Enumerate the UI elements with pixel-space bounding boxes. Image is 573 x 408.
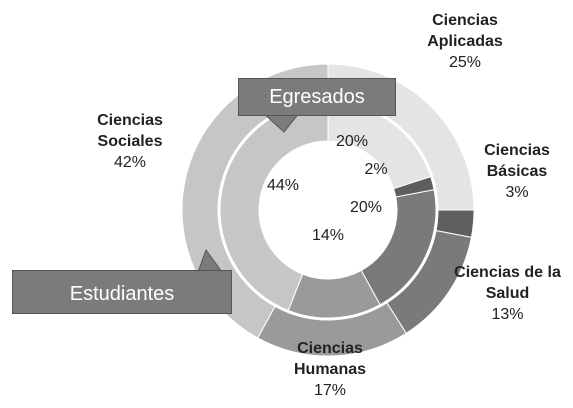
value-label: 14% (311, 227, 345, 244)
category-label: Ciencias Sociales 42% (65, 110, 195, 173)
value-label: 13% (491, 306, 524, 323)
value-label: 20% (335, 133, 369, 150)
value-label: 3% (505, 184, 529, 201)
category-label: Ciencias Básicas 3% (462, 140, 572, 203)
value-label: 44% (266, 177, 300, 194)
category-label: Ciencias Aplicadas 25% (400, 10, 530, 73)
value-label: 17% (313, 382, 347, 399)
category-name: Ciencias Sociales (97, 112, 163, 150)
value-label: 25% (448, 54, 482, 71)
series-callout: Estudiantes (12, 270, 232, 314)
value-label: 2% (364, 161, 388, 178)
category-name: Ciencias de la Salud (454, 264, 561, 302)
category-name: Ciencias Humanas (293, 340, 367, 378)
series-callout: Egresados (238, 78, 396, 116)
category-label: Ciencias Humanas 17% (265, 338, 395, 401)
category-name: Ciencias Aplicadas (427, 12, 503, 50)
value-label: 20% (349, 199, 383, 216)
value-label: 42% (113, 154, 147, 171)
category-label: Ciencias de la Salud 13% (440, 262, 573, 325)
category-name: Ciencias Básicas (484, 142, 550, 180)
